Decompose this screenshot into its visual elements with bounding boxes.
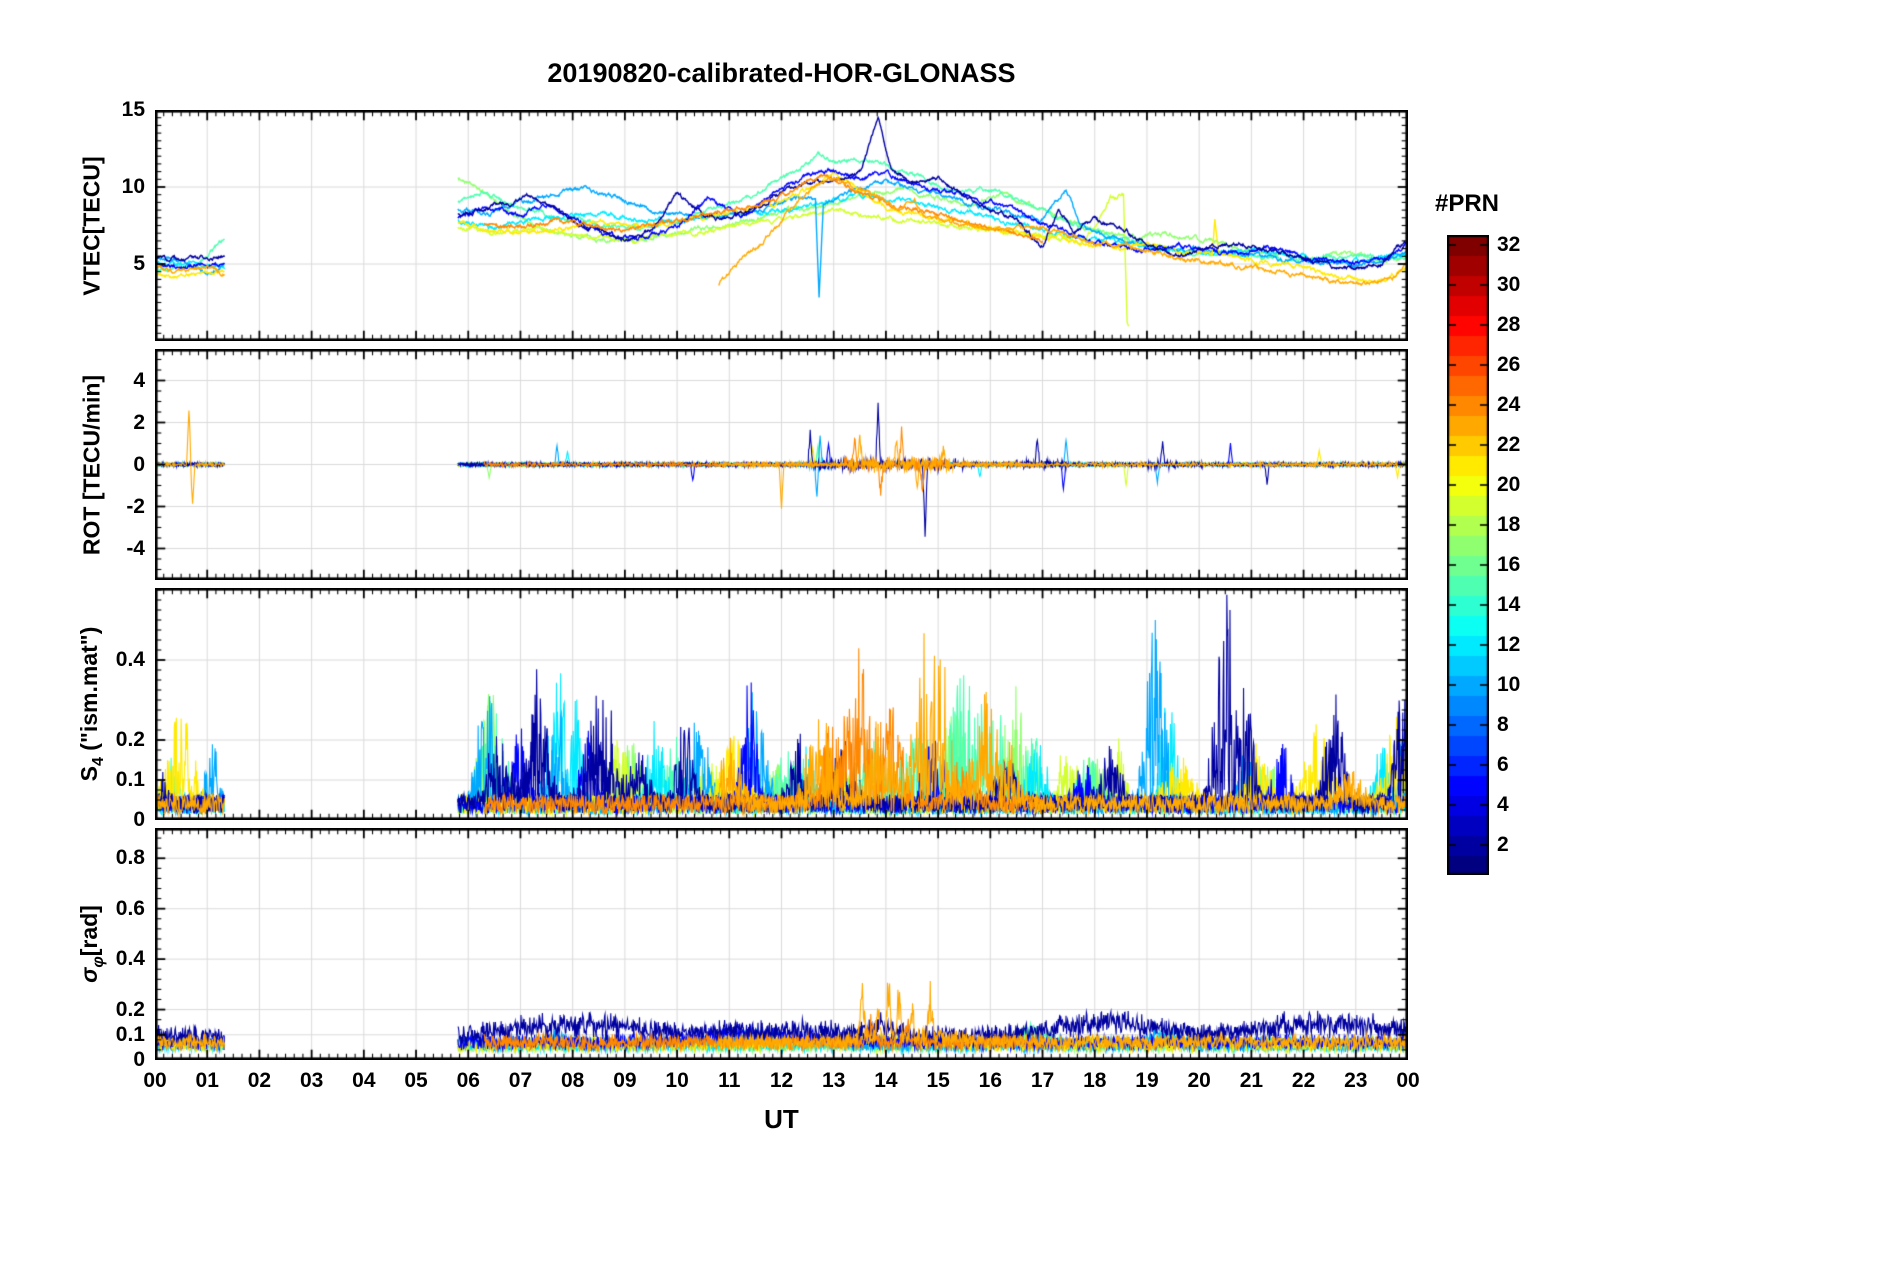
colorbar-tick-label: 32 — [1497, 233, 1521, 256]
x-tick-label: 22 — [1291, 1069, 1316, 1092]
colorbar-tick-label: 22 — [1497, 433, 1521, 456]
x-tick-label: 01 — [195, 1069, 219, 1092]
chart-title: 20190820-calibrated-HOR-GLONASS — [547, 58, 1016, 88]
panel-sigma — [155, 828, 1408, 1060]
x-tick-label: 15 — [926, 1069, 950, 1092]
colorbar-canvas — [1447, 235, 1489, 875]
rot-plot-canvas — [155, 349, 1408, 580]
sigma-plot-canvas — [155, 828, 1408, 1060]
vtec-plot-canvas — [155, 110, 1408, 341]
x-tick-label: 11 — [718, 1069, 741, 1092]
x-tick-label: 00 — [1396, 1069, 1420, 1092]
x-tick-label: 09 — [613, 1069, 637, 1092]
colorbar-tick-label: 8 — [1497, 713, 1509, 736]
x-tick-label: 02 — [247, 1069, 272, 1092]
colorbar-tick-label: 12 — [1497, 633, 1521, 656]
y-tick-label: 10 — [121, 175, 145, 198]
colorbar-tick-label: 18 — [1497, 513, 1521, 536]
colorbar-tick-label: 2 — [1497, 833, 1509, 856]
y-tick-label: 0.4 — [115, 947, 145, 971]
y-axis-label-s4-sub: 4 — [88, 757, 107, 767]
panel-vtec — [155, 110, 1408, 341]
x-tick-label: 19 — [1135, 1069, 1159, 1092]
x-tick-label: 20 — [1187, 1069, 1211, 1092]
y-tick-label: 0.6 — [115, 896, 145, 920]
y-tick-label: 0 — [133, 452, 145, 476]
y-tick-label: 0 — [133, 1048, 145, 1071]
y-tick-label: 0 — [133, 808, 145, 831]
colorbar — [1447, 235, 1489, 875]
colorbar-tick-label: 16 — [1497, 553, 1521, 576]
x-tick-label: 07 — [508, 1069, 533, 1092]
y-tick-label: 4 — [133, 368, 145, 392]
y-tick-label: 0.8 — [115, 846, 145, 870]
y-tick-label: 15 — [121, 98, 145, 121]
x-tick-label: 16 — [978, 1069, 1002, 1092]
y-tick-label: 5 — [133, 252, 145, 275]
y-tick-label: 0.2 — [115, 997, 145, 1021]
y-tick-label: 0.1 — [115, 1022, 145, 1046]
x-tick-label: 10 — [665, 1069, 689, 1092]
x-tick-label: 00 — [143, 1069, 167, 1092]
s4-plot-canvas — [155, 588, 1408, 820]
y-tick-label: -2 — [126, 494, 145, 518]
x-tick-label: 06 — [456, 1069, 480, 1092]
y-tick-label: 0.1 — [115, 768, 145, 791]
x-axis-label: UT — [764, 1104, 799, 1134]
x-tick-label: 08 — [560, 1069, 585, 1092]
colorbar-tick-label: 4 — [1497, 793, 1509, 816]
x-tick-label: 05 — [404, 1069, 428, 1092]
y-tick-label: -4 — [126, 536, 145, 560]
y-tick-label: 0.4 — [115, 648, 145, 671]
panel-rot — [155, 349, 1408, 580]
x-tick-label: 21 — [1239, 1069, 1264, 1092]
colorbar-tick-label: 30 — [1497, 273, 1521, 296]
y-tick-label: 2 — [133, 410, 145, 434]
colorbar-tick-label: 24 — [1497, 393, 1521, 416]
x-tick-label: 03 — [299, 1069, 324, 1092]
x-tick-label: 13 — [822, 1069, 846, 1092]
colorbar-tick-label: 28 — [1497, 313, 1521, 336]
colorbar-tick-label: 6 — [1497, 753, 1509, 776]
y-tick-label: 0.2 — [115, 728, 145, 751]
colorbar-tick-label: 10 — [1497, 673, 1521, 696]
panel-s4 — [155, 588, 1408, 820]
x-tick-label: 04 — [352, 1069, 376, 1092]
colorbar-title: #PRN — [1434, 190, 1500, 217]
x-tick-label: 12 — [769, 1069, 794, 1092]
x-tick-label: 18 — [1083, 1069, 1107, 1092]
x-tick-label: 14 — [874, 1069, 898, 1092]
x-tick-label: 23 — [1344, 1069, 1368, 1092]
x-tick-label: 17 — [1030, 1069, 1055, 1092]
colorbar-tick-label: 26 — [1497, 353, 1521, 376]
colorbar-tick-label: 20 — [1497, 473, 1521, 496]
colorbar-tick-label: 14 — [1497, 593, 1521, 616]
